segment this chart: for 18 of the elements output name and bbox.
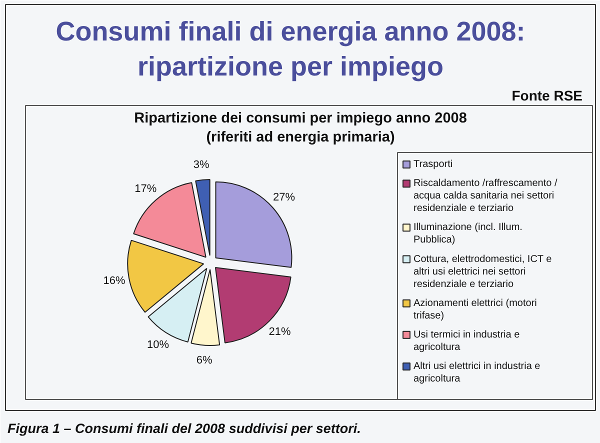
legend-label: Altri usi elettrici in industria e agricoltura bbox=[414, 361, 541, 384]
legend-label: Cottura, elettrodomestici, ICT e altri usi elettrici nei settori residenziale e terziario bbox=[414, 254, 552, 290]
legend-label: Illuminazione (incl. Illum. Pubblica) bbox=[414, 222, 522, 246]
legend-label: Usi termici in industria e agricoltura bbox=[414, 329, 520, 353]
data-label: 21% bbox=[268, 326, 292, 338]
source-note: Fonte RSE bbox=[512, 88, 582, 104]
data-label: 6% bbox=[196, 354, 213, 366]
chart-subtitle: Ripartizione dei consumi per impiego anno 2008 (riferiti ad energia primaria) bbox=[134, 110, 467, 146]
data-label: 3% bbox=[193, 158, 210, 171]
data-label: 16% bbox=[103, 274, 126, 287]
text: Figura 1 – Consumi finali del 2008 suddivisi per settori. bbox=[8, 421, 361, 436]
legend-label: Trasporti bbox=[414, 159, 453, 170]
legend-label: Riscaldamento /raffrescamento / acqua calda sanitaria nei settori residenziale e terziario bbox=[414, 178, 558, 214]
data-label: 27% bbox=[273, 192, 296, 204]
data-label: 17% bbox=[134, 182, 157, 195]
data-label: 10% bbox=[146, 339, 170, 352]
chart-title: Consumi finali di energia anno 2008: ripartizione per impiego bbox=[56, 16, 526, 82]
legend-label: Azionamenti elettrici (motori trifase) bbox=[414, 298, 537, 322]
